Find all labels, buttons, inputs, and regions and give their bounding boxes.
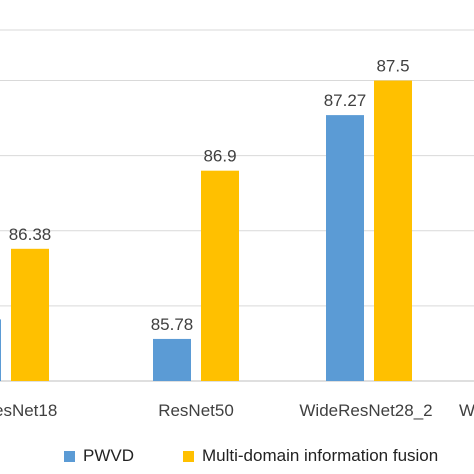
data-label-pwvd-resnet50: 85.78 bbox=[151, 315, 194, 334]
data-label-pwvd-wideresnet28_2: 87.27 bbox=[324, 91, 367, 110]
bar-fusion-resnet50 bbox=[201, 170, 239, 381]
bar-pwvd-resnet18 bbox=[0, 319, 1, 381]
legend-item-pwvd: PWVD bbox=[64, 446, 134, 466]
bar-pwvd-resnet50 bbox=[153, 338, 191, 381]
category-labels: esNet18 ResNet50 WideResNet28_2 W bbox=[0, 401, 474, 420]
bars bbox=[0, 80, 412, 382]
legend-swatch-pwvd bbox=[64, 450, 75, 462]
legend-swatch-fusion bbox=[183, 450, 194, 462]
data-label-fusion-resnet18: 86.38 bbox=[9, 225, 52, 244]
legend-label-fusion: Multi-domain information fusion bbox=[202, 446, 439, 465]
category-label-1: ResNet50 bbox=[158, 401, 234, 420]
data-label-fusion-wideresnet28_2: 87.5 bbox=[376, 57, 409, 76]
bar-fusion-resnet18 bbox=[11, 248, 49, 381]
bar-pwvd-wideresnet28_2 bbox=[326, 115, 364, 382]
category-label-0: esNet18 bbox=[0, 401, 57, 420]
legend: PWVD Multi-domain information fusion bbox=[0, 446, 474, 472]
category-label-2: WideResNet28_2 bbox=[299, 401, 432, 420]
bar-fusion-wideresnet28_2 bbox=[374, 80, 412, 382]
legend-item-fusion: Multi-domain information fusion bbox=[183, 446, 438, 466]
data-label-fusion-resnet50: 86.9 bbox=[203, 147, 236, 166]
legend-label-pwvd: PWVD bbox=[83, 446, 134, 465]
category-label-3: W bbox=[459, 401, 474, 420]
